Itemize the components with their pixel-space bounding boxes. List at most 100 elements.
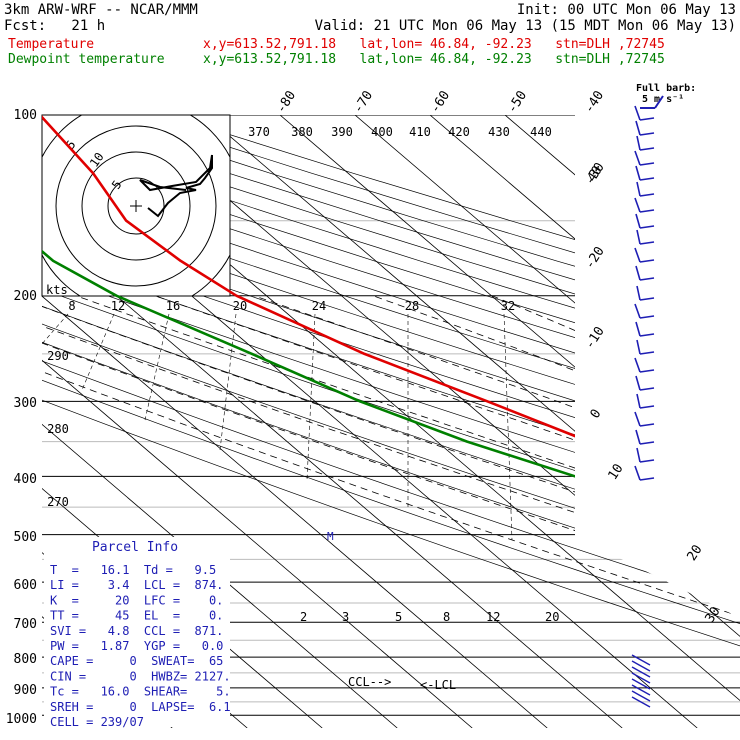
- hodo-axis-label: 16: [166, 299, 180, 313]
- dry-adiabat: [42, 115, 740, 728]
- wind-legend-line1: Full barb:: [636, 83, 697, 94]
- lcl-annotation: <-LCL: [420, 678, 456, 692]
- theta-label: 290: [47, 349, 69, 363]
- top-temp-label: -70: [351, 88, 376, 116]
- mixing-ratio-label: 20: [545, 610, 559, 624]
- pressure-label: 900: [14, 683, 37, 698]
- parcel-info-row: T = 16.1 Td = 9.5: [50, 563, 216, 577]
- parcel-info-row: CIN = 0 HWBZ= 2127.: [50, 669, 231, 683]
- wind-barb-feather: [635, 321, 641, 337]
- hodograph-ring: [107, 177, 165, 235]
- wind-barb: [639, 117, 655, 121]
- pressure-label: 300: [14, 396, 37, 411]
- mixing-ratio-label: 2: [300, 610, 307, 624]
- isotherm: [429, 115, 740, 728]
- theta-label: 380: [291, 125, 313, 139]
- wind-barb-low: [631, 660, 651, 672]
- theta-label: 370: [248, 125, 270, 139]
- dry-adiabat: [42, 115, 740, 728]
- parcel-info-row: LI = 3.4 LCL = 874.: [50, 578, 223, 592]
- dry-adiabat: [42, 115, 740, 728]
- right-temp-label: 0: [588, 407, 605, 422]
- isotherm: [279, 115, 740, 728]
- isotherm: [729, 115, 740, 728]
- hodograph-units: kts: [46, 283, 68, 297]
- wind-barb: [639, 162, 655, 166]
- mixing-ratio-label: 5: [395, 610, 402, 624]
- isotherm: [42, 115, 623, 728]
- theta-label: 400: [371, 125, 393, 139]
- theta-label: 270: [47, 495, 69, 509]
- isotherm: [42, 115, 548, 728]
- wind-barb-feather: [634, 197, 641, 213]
- wind-barb: [639, 209, 655, 213]
- dry-adiabat: [42, 115, 740, 728]
- wind-barb: [639, 405, 655, 409]
- theta-label: 390: [331, 125, 353, 139]
- pressure-label: 200: [14, 289, 37, 304]
- isotherm: [129, 115, 740, 728]
- top-temp-label: -40: [582, 88, 607, 116]
- wind-barb-feather: [636, 181, 641, 197]
- parcel-info-row: CELL = 239/07: [50, 715, 144, 729]
- wind-barb-feather: [634, 105, 641, 121]
- mixing-ratio-label: 3: [342, 610, 349, 624]
- wind-barb: [639, 459, 655, 463]
- wind-barb-feather: [635, 429, 641, 445]
- hodograph-ring: [81, 151, 191, 261]
- wind-barb-feather: [634, 150, 641, 166]
- parcel-info-row: SVI = 4.8 CCL = 871.: [50, 624, 223, 638]
- dry-adiabat: [42, 115, 740, 728]
- hodograph-rings: [42, 115, 230, 296]
- pressure-label: 700: [14, 617, 37, 632]
- point-info-dewpoint: x,y=613.52,791.18 lat,lon= 46.84, -92.23…: [203, 52, 665, 67]
- dry-adiabat: [42, 115, 740, 728]
- wind-barb-feather: [635, 120, 641, 136]
- wind-barb: [639, 387, 655, 391]
- wind-legend-line2: 5 m s⁻¹: [642, 94, 685, 105]
- dry-adiabat: [42, 115, 740, 728]
- theta-label: 420: [448, 125, 470, 139]
- wind-barb-feather: [636, 135, 641, 151]
- wind-barb-feather: [636, 393, 641, 409]
- hodo-axis-line: [81, 313, 115, 391]
- hodo-axis-line: [503, 313, 513, 541]
- parcel-info-row: Tc = 16.0 SHEAR= 5.: [50, 685, 231, 699]
- wind-barb: [639, 147, 655, 151]
- dry-adiabat: [42, 115, 740, 728]
- wind-barb-low: [631, 654, 651, 666]
- dry-adiabat: [42, 115, 740, 728]
- wind-barb-feather: [635, 375, 641, 391]
- moist-adiabat: [253, 295, 740, 728]
- wind-legend-barb-flag: [654, 95, 664, 109]
- top-temp-label: -50: [505, 88, 530, 116]
- pressure-label: 500: [14, 530, 37, 545]
- forecast-hour: Fcst: 21 h: [4, 18, 106, 34]
- wind-barb: [639, 369, 655, 373]
- point-info-temperature: x,y=613.52,791.18 lat,lon= 46.84, -92.23…: [203, 37, 665, 52]
- legend-temperature: Temperature: [8, 37, 95, 52]
- wind-barb-feather: [636, 285, 641, 301]
- wind-barb: [639, 423, 655, 427]
- hodo-axis-label: 28: [405, 299, 419, 313]
- wind-barb: [639, 132, 655, 136]
- moist-adiabat: [42, 295, 740, 728]
- hodo-axis-line: [219, 313, 237, 451]
- hodograph-ring: [55, 125, 217, 287]
- wind-barb: [639, 333, 655, 337]
- wind-barb-low: [631, 696, 651, 708]
- model-title: 3km ARW-WRF -- NCAR/MMM: [4, 2, 198, 18]
- parcel-info-row: TT = 45 EL = 0.: [50, 609, 223, 623]
- wind-barb-feather: [636, 447, 641, 463]
- wind-barb-feather: [634, 357, 641, 373]
- hodograph-ring-label: 10: [87, 150, 107, 170]
- wind-barb: [639, 477, 655, 481]
- top-temp-label: -60: [428, 88, 453, 116]
- hodo-axis-label: 24: [312, 299, 326, 313]
- wind-barb: [639, 259, 655, 263]
- moist-adiabat: [154, 295, 740, 728]
- theta-label: 410: [409, 125, 431, 139]
- dry-adiabat: [42, 115, 740, 728]
- wind-barb-feather: [634, 303, 641, 319]
